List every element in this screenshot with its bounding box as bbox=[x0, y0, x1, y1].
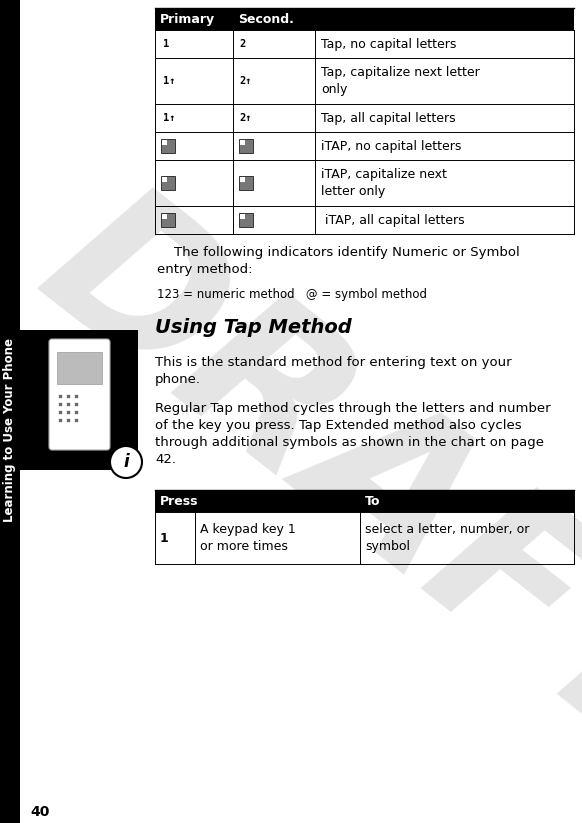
FancyBboxPatch shape bbox=[49, 339, 110, 450]
Text: iTAP, no capital letters: iTAP, no capital letters bbox=[321, 140, 462, 152]
Text: Tap, all capital letters: Tap, all capital letters bbox=[321, 111, 456, 124]
Bar bbox=[57, 352, 102, 384]
Text: To: To bbox=[365, 495, 381, 508]
Bar bbox=[239, 139, 253, 153]
Bar bbox=[0, 0, 20, 823]
Text: 2↑: 2↑ bbox=[239, 113, 251, 123]
Bar bbox=[162, 177, 167, 182]
Bar bbox=[239, 176, 253, 190]
Text: iTAP, capitalize next
letter only: iTAP, capitalize next letter only bbox=[321, 168, 447, 198]
Bar bbox=[161, 176, 175, 190]
Text: DRAFT: DRAFT bbox=[6, 165, 582, 795]
Bar bbox=[162, 214, 167, 219]
Text: A keypad key 1
or more times: A keypad key 1 or more times bbox=[200, 523, 296, 553]
Text: 1↑: 1↑ bbox=[163, 113, 176, 123]
Bar bbox=[155, 490, 574, 512]
Text: 1↑: 1↑ bbox=[163, 76, 176, 86]
Bar bbox=[161, 213, 175, 227]
Text: i: i bbox=[123, 453, 129, 471]
Text: 2: 2 bbox=[239, 39, 245, 49]
Text: Press: Press bbox=[160, 495, 198, 508]
Text: 1: 1 bbox=[160, 532, 169, 545]
Bar bbox=[239, 213, 253, 227]
Text: 1: 1 bbox=[163, 39, 169, 49]
Bar bbox=[240, 177, 245, 182]
Text: Regular Tap method cycles through the letters and number
of the key you press. T: Regular Tap method cycles through the le… bbox=[155, 402, 551, 466]
Text: Second.: Second. bbox=[238, 12, 294, 26]
Text: Primary: Primary bbox=[160, 12, 215, 26]
Text: 2↑: 2↑ bbox=[239, 76, 251, 86]
Bar bbox=[20, 330, 138, 470]
Bar bbox=[240, 140, 245, 145]
Text: iTAP, all capital letters: iTAP, all capital letters bbox=[321, 213, 464, 226]
Bar bbox=[161, 139, 175, 153]
Text: Tap, no capital letters: Tap, no capital letters bbox=[321, 38, 456, 50]
Bar bbox=[155, 8, 574, 30]
Text: Learning to Use Your Phone: Learning to Use Your Phone bbox=[3, 338, 16, 522]
Text: 40: 40 bbox=[30, 805, 49, 819]
Text: 123 = numeric method   @ = symbol method: 123 = numeric method @ = symbol method bbox=[157, 288, 427, 301]
Text: Tap, capitalize next letter
only: Tap, capitalize next letter only bbox=[321, 66, 480, 95]
Bar bbox=[240, 214, 245, 219]
Text: select a letter, number, or
symbol: select a letter, number, or symbol bbox=[365, 523, 530, 553]
Text: Using Tap Method: Using Tap Method bbox=[155, 318, 352, 337]
Text: The following indicators identify Numeric or Symbol
entry method:: The following indicators identify Numeri… bbox=[157, 246, 520, 276]
Circle shape bbox=[110, 446, 142, 478]
Text: This is the standard method for entering text on your
phone.: This is the standard method for entering… bbox=[155, 356, 512, 386]
Bar bbox=[162, 140, 167, 145]
